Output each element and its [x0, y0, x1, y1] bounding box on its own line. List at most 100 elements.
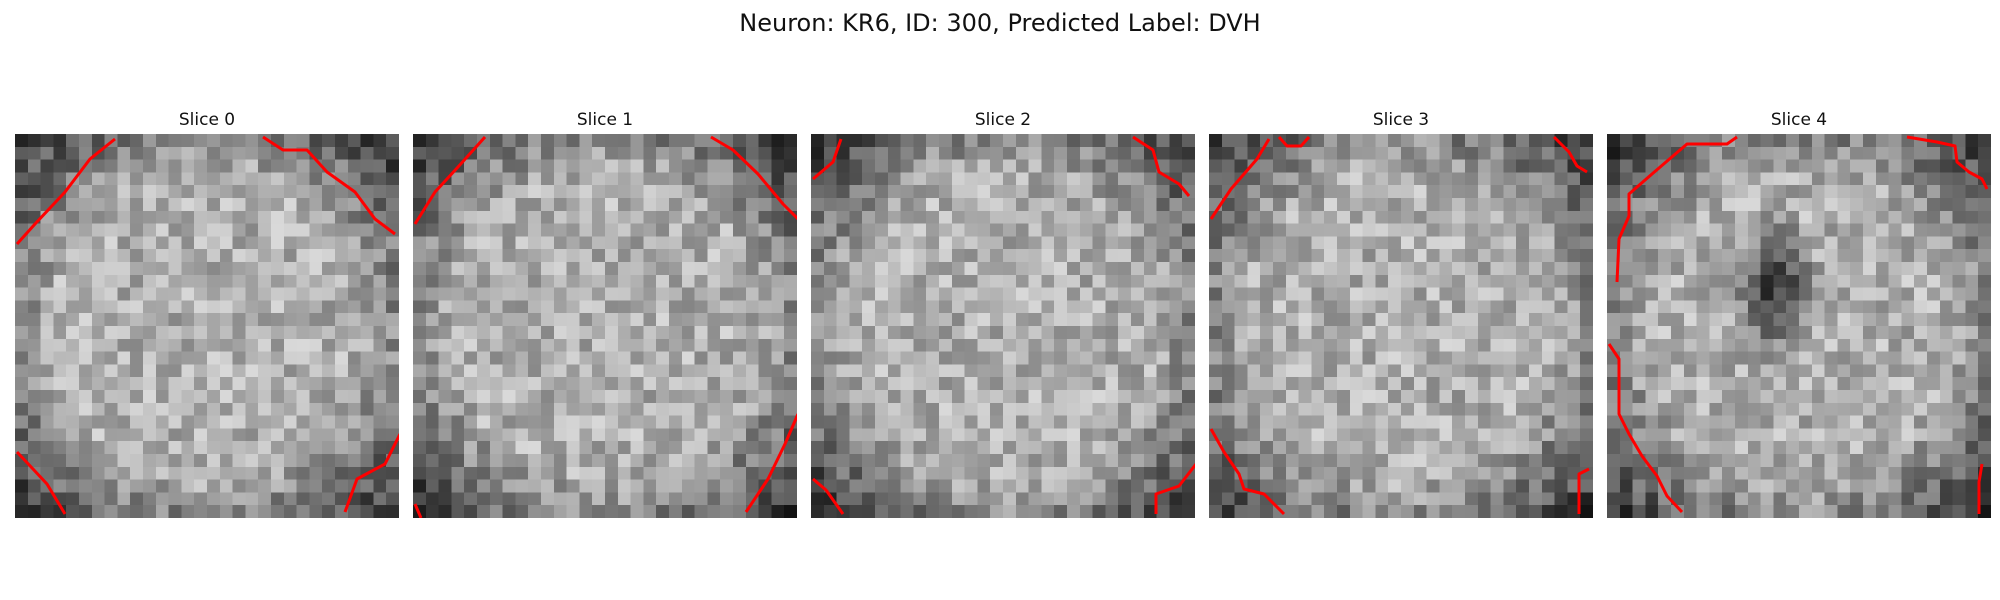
image-pixel — [1465, 185, 1479, 199]
image-pixel — [1209, 492, 1223, 506]
image-pixel — [1156, 274, 1170, 289]
image-pixel — [1375, 172, 1389, 186]
image-pixel — [811, 146, 825, 161]
image-pixel — [245, 300, 259, 314]
image-pixel — [1477, 441, 1492, 455]
image-pixel — [1965, 390, 1979, 404]
image-pixel — [1709, 287, 1723, 301]
image-pixel — [502, 492, 516, 506]
image-pixel — [1156, 351, 1170, 365]
image-pixel — [1824, 287, 1838, 301]
image-pixel — [1209, 274, 1223, 289]
image-pixel — [1015, 159, 1030, 173]
image-pixel — [1003, 274, 1017, 289]
image-pixel — [1811, 146, 1826, 161]
image-pixel — [605, 402, 619, 417]
image-pixel — [1311, 249, 1325, 263]
image-pixel — [643, 364, 657, 378]
image-pixel — [1388, 505, 1402, 518]
image-pixel — [939, 198, 953, 212]
image-pixel — [515, 428, 529, 442]
image-pixel — [707, 479, 721, 493]
image-pixel — [694, 428, 708, 442]
image-pixel — [258, 300, 272, 314]
image-pixel — [347, 159, 362, 173]
image-pixel — [386, 159, 399, 173]
image-pixel — [53, 146, 67, 161]
image-pixel — [296, 415, 310, 429]
image-pixel — [528, 505, 542, 518]
image-pixel — [1939, 505, 1954, 518]
image-pixel — [515, 492, 529, 506]
image-pixel — [1105, 262, 1119, 276]
image-pixel — [1747, 185, 1762, 199]
image-pixel — [1735, 454, 1749, 468]
image-pixel — [1079, 210, 1094, 225]
image-pixel — [1645, 326, 1659, 340]
image-pixel — [1554, 338, 1568, 353]
image-pixel — [669, 364, 683, 378]
image-pixel — [53, 223, 67, 237]
image-pixel — [951, 505, 966, 518]
image-pixel — [771, 390, 785, 404]
image-pixel — [553, 492, 568, 506]
image-pixel — [1003, 377, 1017, 391]
image-pixel — [130, 185, 144, 199]
image-pixel — [541, 146, 555, 161]
image-pixel — [1105, 146, 1119, 161]
image-pixel — [360, 454, 374, 468]
image-pixel — [1709, 185, 1723, 199]
image-pixel — [438, 351, 452, 365]
image-pixel — [1747, 364, 1762, 378]
image-pixel — [1041, 492, 1055, 506]
image-pixel — [643, 441, 657, 455]
image-pixel — [566, 326, 580, 340]
image-pixel — [951, 351, 966, 365]
image-pixel — [656, 134, 670, 148]
image-pixel — [1786, 249, 1800, 263]
image-pixel — [1658, 249, 1672, 263]
image-pixel — [528, 287, 542, 301]
image-pixel — [1529, 390, 1543, 404]
image-pixel — [1658, 351, 1672, 365]
image-pixel — [309, 479, 323, 493]
image-pixel — [745, 428, 760, 442]
image-pixel — [1079, 364, 1094, 378]
image-pixel — [1863, 441, 1877, 455]
image-pixel — [168, 172, 182, 186]
image-pixel — [875, 287, 889, 301]
image-pixel — [1465, 172, 1479, 186]
image-pixel — [643, 249, 657, 263]
image-pixel — [681, 415, 696, 429]
image-pixel — [1850, 262, 1864, 276]
image-pixel — [643, 172, 657, 186]
image-pixel — [990, 326, 1004, 340]
image-pixel — [1490, 492, 1504, 506]
image-pixel — [579, 249, 593, 263]
image-pixel — [335, 415, 349, 429]
image-pixel — [990, 338, 1004, 353]
image-pixel — [477, 351, 491, 365]
image-pixel — [1503, 159, 1517, 173]
image-pixel — [477, 274, 491, 289]
image-pixel — [1875, 402, 1890, 417]
image-pixel — [40, 146, 54, 161]
image-pixel — [1118, 390, 1132, 404]
image-pixel — [1811, 441, 1826, 455]
image-pixel — [155, 274, 170, 289]
image-pixel — [1324, 159, 1338, 173]
image-pixel — [951, 274, 966, 289]
image-pixel — [1375, 505, 1389, 518]
image-pixel — [1349, 377, 1364, 391]
image-pixel — [181, 479, 195, 493]
image-pixel — [1760, 428, 1774, 442]
image-pixel — [245, 262, 259, 276]
image-pixel — [707, 274, 721, 289]
image-pixel — [1156, 326, 1170, 340]
image-pixel — [720, 159, 734, 173]
image-pixel — [1554, 287, 1568, 301]
image-pixel — [502, 441, 516, 455]
image-pixel — [1490, 351, 1504, 365]
image-pixel — [360, 236, 374, 250]
image-pixel — [271, 441, 285, 455]
